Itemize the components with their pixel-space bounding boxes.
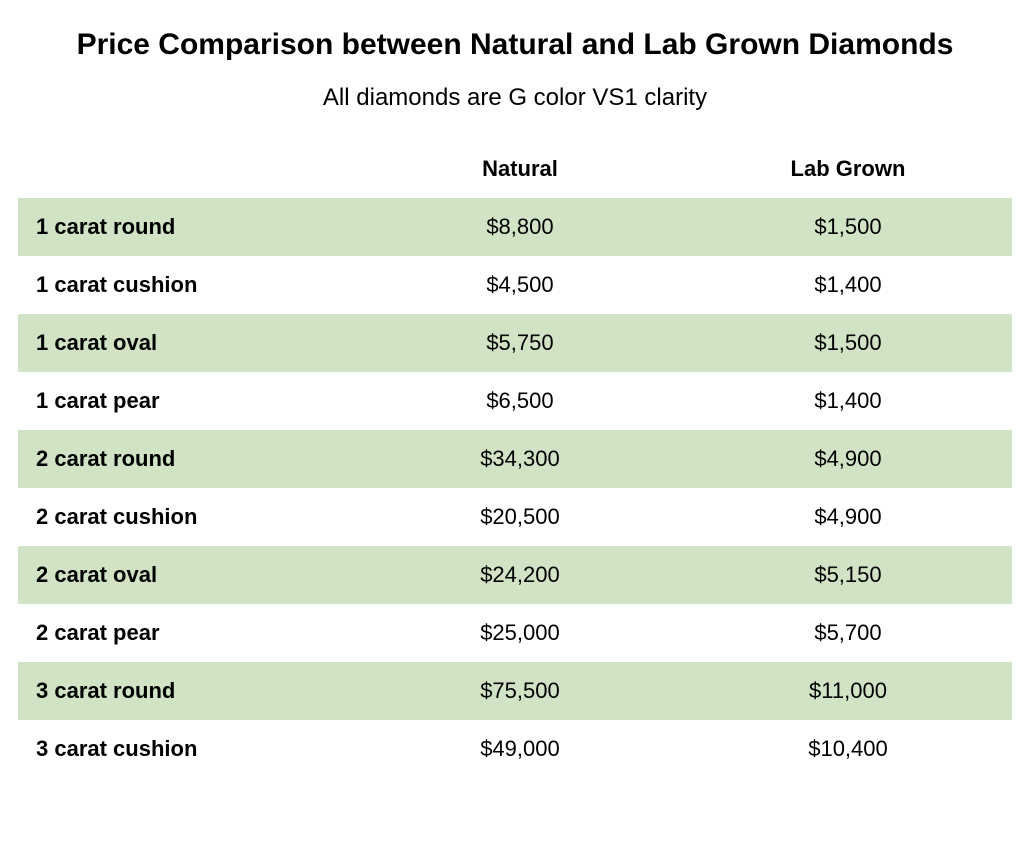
table-row: 2 carat cushion $20,500 $4,900	[18, 488, 1012, 546]
table-row: 1 carat round $8,800 $1,500	[18, 198, 1012, 256]
table-row: 2 carat round $34,300 $4,900	[18, 430, 1012, 488]
row-labgrown: $5,150	[684, 546, 1012, 604]
row-labgrown: $4,900	[684, 430, 1012, 488]
table-row: 1 carat oval $5,750 $1,500	[18, 314, 1012, 372]
row-labgrown: $1,500	[684, 314, 1012, 372]
row-label: 1 carat pear	[18, 372, 356, 430]
table-header-row: Natural Lab Grown	[18, 140, 1012, 198]
row-labgrown: $10,400	[684, 720, 1012, 778]
row-natural: $20,500	[356, 488, 684, 546]
row-label: 2 carat oval	[18, 546, 356, 604]
row-label: 1 carat round	[18, 198, 356, 256]
row-labgrown: $5,700	[684, 604, 1012, 662]
table-row: 2 carat oval $24,200 $5,150	[18, 546, 1012, 604]
table-header-blank	[18, 140, 356, 198]
row-natural: $8,800	[356, 198, 684, 256]
row-natural: $34,300	[356, 430, 684, 488]
row-natural: $75,500	[356, 662, 684, 720]
row-label: 3 carat round	[18, 662, 356, 720]
row-label: 3 carat cushion	[18, 720, 356, 778]
table-row: 1 carat pear $6,500 $1,400	[18, 372, 1012, 430]
table-row: 2 carat pear $25,000 $5,700	[18, 604, 1012, 662]
row-natural: $49,000	[356, 720, 684, 778]
price-comparison-table: Natural Lab Grown 1 carat round $8,800 $…	[18, 140, 1012, 778]
row-labgrown: $1,400	[684, 256, 1012, 314]
table-header-natural: Natural	[356, 140, 684, 198]
row-natural: $5,750	[356, 314, 684, 372]
row-label: 2 carat cushion	[18, 488, 356, 546]
row-natural: $4,500	[356, 256, 684, 314]
table-row: 1 carat cushion $4,500 $1,400	[18, 256, 1012, 314]
row-label: 2 carat pear	[18, 604, 356, 662]
table-row: 3 carat cushion $49,000 $10,400	[18, 720, 1012, 778]
page-title: Price Comparison between Natural and Lab…	[18, 28, 1012, 62]
row-labgrown: $4,900	[684, 488, 1012, 546]
table-row: 3 carat round $75,500 $11,000	[18, 662, 1012, 720]
row-labgrown: $1,400	[684, 372, 1012, 430]
page-subtitle: All diamonds are G color VS1 clarity	[18, 84, 1012, 112]
row-labgrown: $1,500	[684, 198, 1012, 256]
row-natural: $25,000	[356, 604, 684, 662]
row-labgrown: $11,000	[684, 662, 1012, 720]
table-header-labgrown: Lab Grown	[684, 140, 1012, 198]
row-label: 1 carat oval	[18, 314, 356, 372]
row-label: 2 carat round	[18, 430, 356, 488]
row-label: 1 carat cushion	[18, 256, 356, 314]
row-natural: $24,200	[356, 546, 684, 604]
row-natural: $6,500	[356, 372, 684, 430]
